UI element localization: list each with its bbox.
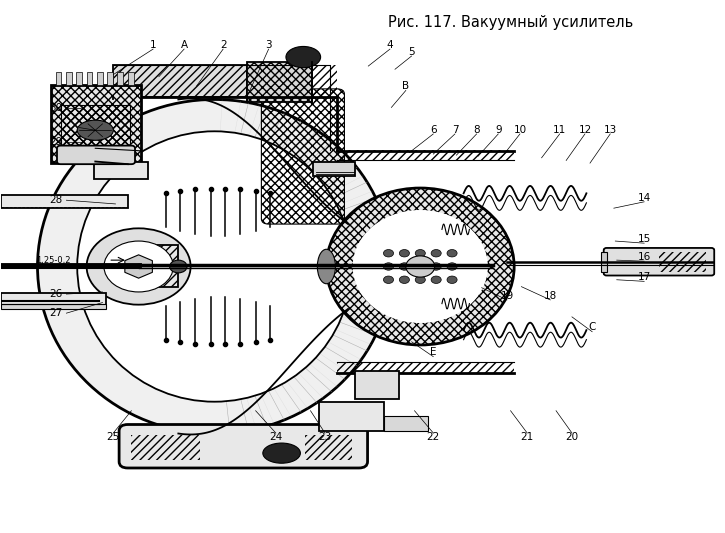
Text: 6: 6 [430,125,436,135]
FancyBboxPatch shape [51,85,141,163]
Bar [107,72,113,85]
Bar [1,195,128,208]
Text: 9: 9 [495,125,502,135]
Text: 30: 30 [49,103,62,114]
Bar [97,72,103,85]
Text: 14: 14 [637,192,651,203]
Circle shape [170,260,187,273]
Text: 10: 10 [513,125,526,135]
Text: 28: 28 [49,195,62,205]
FancyBboxPatch shape [138,245,178,287]
Bar [66,72,72,85]
Circle shape [431,263,442,270]
Circle shape [415,276,426,284]
Ellipse shape [326,188,514,345]
Text: 22: 22 [426,432,440,442]
Circle shape [399,263,410,270]
Circle shape [406,256,435,277]
Bar [355,372,399,399]
FancyBboxPatch shape [601,252,607,272]
Text: 19: 19 [500,290,513,301]
Ellipse shape [263,443,300,463]
Ellipse shape [286,46,320,68]
FancyBboxPatch shape [247,62,312,102]
FancyBboxPatch shape [604,248,714,276]
Text: 26: 26 [49,289,62,299]
Ellipse shape [352,210,488,323]
FancyBboxPatch shape [113,65,247,97]
Circle shape [384,263,394,270]
Text: 13: 13 [604,125,617,135]
Bar [247,65,337,102]
Circle shape [399,276,410,284]
Ellipse shape [78,120,113,140]
Bar [384,416,428,431]
Bar [313,161,355,176]
Text: 27: 27 [49,308,62,318]
Text: 20: 20 [566,432,579,442]
Text: 23: 23 [318,432,331,442]
FancyBboxPatch shape [119,424,368,468]
Text: 24: 24 [269,432,283,442]
Text: Рис. 117. Вакуумный усилитель: Рис. 117. Вакуумный усилитель [388,14,633,30]
Text: 1,25-0,2: 1,25-0,2 [36,256,70,265]
Text: E: E [430,348,436,358]
Bar [76,72,82,85]
Text: 11: 11 [553,125,566,135]
Text: 1: 1 [150,40,157,50]
Bar [86,72,92,85]
Text: 5: 5 [408,47,415,56]
Circle shape [384,276,394,284]
Ellipse shape [78,131,352,402]
Text: B: B [402,81,410,91]
Circle shape [447,263,457,270]
Text: 2: 2 [220,40,226,50]
Circle shape [415,249,426,257]
Bar [1,304,106,309]
Circle shape [399,249,410,257]
Bar [337,150,514,160]
Circle shape [86,228,191,305]
Bar [131,434,200,460]
Bar [319,402,384,431]
Text: 25: 25 [107,432,120,442]
Text: 4: 4 [386,40,393,50]
Text: A: A [181,40,188,50]
Bar [1,293,106,305]
Text: 17: 17 [637,272,651,282]
Text: 15: 15 [637,234,651,244]
Text: 16: 16 [637,252,651,262]
Bar [337,362,514,373]
Circle shape [447,276,457,284]
Text: 8: 8 [473,125,480,135]
Circle shape [104,241,173,292]
Bar [117,72,123,85]
Circle shape [431,276,442,284]
Ellipse shape [318,249,336,284]
Text: C: C [589,322,596,333]
Bar [56,72,62,85]
Bar [94,162,148,179]
Bar [128,72,133,85]
Text: 7: 7 [452,125,458,135]
Circle shape [384,249,394,257]
Text: 18: 18 [544,290,557,301]
Ellipse shape [357,213,484,320]
Text: 21: 21 [521,432,534,442]
Ellipse shape [38,100,392,433]
Circle shape [447,249,457,257]
Text: 12: 12 [579,125,592,135]
Text: 29: 29 [49,137,62,147]
Bar [304,434,352,460]
Text: 3: 3 [265,40,272,50]
Circle shape [431,249,442,257]
FancyBboxPatch shape [57,146,135,164]
Circle shape [415,263,426,270]
